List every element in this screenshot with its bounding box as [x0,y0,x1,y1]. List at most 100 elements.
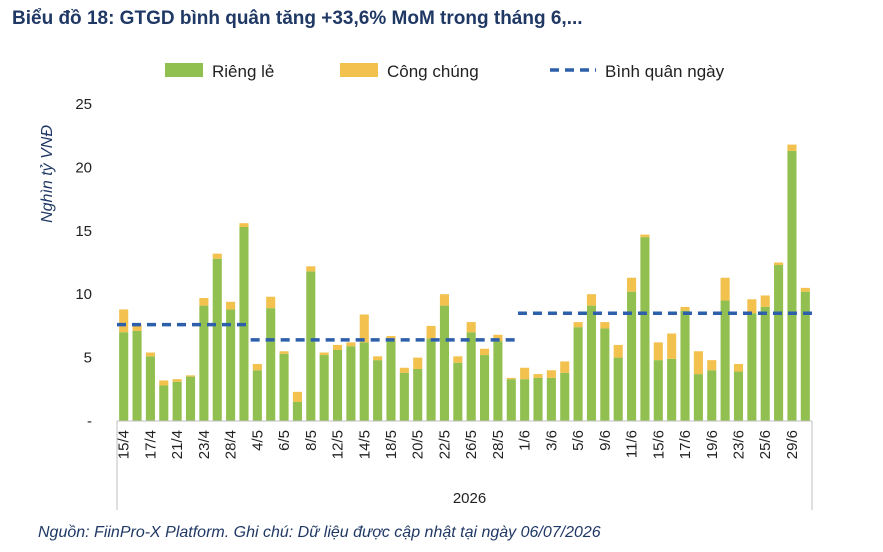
x-tick-label: 4/5 [249,430,266,451]
bar-cong-chung [680,306,690,311]
bar-rieng-le [453,362,463,421]
bar-rieng-le [279,353,289,421]
bar-cong-chung [279,351,289,354]
x-tick-label: 23/4 [196,430,213,459]
x-axis-label: 2026 [453,490,486,507]
bar-cong-chung [145,352,155,357]
y-tick-label: 10 [75,286,92,303]
bar-cong-chung [760,295,770,307]
bar-cong-chung [453,356,463,363]
bar-rieng-le [600,328,610,421]
bar-rieng-le [399,372,409,421]
bar-rieng-le [132,330,142,421]
bar-cong-chung [733,363,744,372]
bar-rieng-le [720,300,730,421]
bar-rieng-le [787,150,797,421]
x-tick-label: 18/5 [383,430,400,459]
bar-rieng-le [199,305,209,421]
bar-rieng-le [185,376,196,421]
x-tick-label: 6/5 [276,430,293,451]
bar-rieng-le [373,360,383,421]
bar-cong-chung [787,144,797,151]
bar-rieng-le [493,341,503,421]
x-tick-label: 9/6 [597,430,614,451]
x-tick-label: 26/5 [463,430,480,459]
x-tick-label: 21/4 [169,430,186,459]
bar-cong-chung [212,253,222,259]
legend-label-rieng-le: Riêng lẻ [212,62,274,81]
y-tick-label: 5 [84,350,92,367]
x-tick-label: 14/5 [356,430,373,459]
x-tick-label: 1/6 [517,430,534,451]
x-tick-label: 5/6 [570,430,587,451]
x-tick-label: 15/4 [116,430,133,459]
x-tick-label: 3/6 [543,430,560,451]
y-axis-label: Nghìn tỷ VNĐ [39,125,56,223]
bar-rieng-le [653,360,663,421]
bar-rieng-le [266,308,276,421]
x-tick-label: 12/5 [330,430,347,459]
bar-cong-chung [439,294,449,306]
bar-cong-chung [480,348,490,356]
bar-cong-chung [493,334,503,342]
bar-rieng-le [292,401,302,421]
bar-cong-chung [560,361,570,373]
y-tick-label: 20 [75,159,92,176]
x-tick-label: 19/6 [704,430,721,459]
bar-cong-chung [747,299,757,314]
x-tick-label: 22/5 [436,430,453,459]
bar-cong-chung [172,379,182,382]
bar-rieng-le [707,370,717,421]
bar-rieng-le [439,305,449,421]
bar-rieng-le [586,305,597,421]
bar-cong-chung [653,342,663,361]
bar-cong-chung [720,277,730,301]
bar-cong-chung [306,266,316,272]
bar-rieng-le [520,379,530,421]
bar-rieng-le [306,271,316,421]
x-tick-label: 17/4 [142,430,159,459]
bar-cong-chung [119,309,129,333]
bar-rieng-le [226,309,236,421]
bar-rieng-le [640,237,650,421]
bar-cong-chung [413,357,423,370]
bar-rieng-le [480,355,490,421]
bar-rieng-le [252,370,262,421]
bar-rieng-le [119,332,129,421]
bar-rieng-le [747,313,757,421]
bar-cong-chung [373,356,383,361]
bar-rieng-le [667,358,677,421]
bar-rieng-le [800,291,810,421]
x-tick-label: 28/4 [223,430,240,459]
x-tick-label: 17/6 [677,430,694,459]
bar-cong-chung [159,380,169,386]
bar-cong-chung [546,370,556,378]
bar-rieng-le [359,342,369,421]
bar-cong-chung [613,344,623,358]
bar-cong-chung [800,287,810,292]
bar-cong-chung [667,333,677,359]
legend-swatch-rieng-le [165,63,203,77]
bar-cong-chung [426,325,436,339]
bar-rieng-le [693,374,703,421]
bar-rieng-le [573,327,583,421]
bar-cong-chung [252,363,262,371]
legend-label-cong-chung: Công chúng [387,62,479,81]
bar-cong-chung [399,367,409,373]
x-tick-label: 8/5 [303,430,320,451]
bar-rieng-le [386,341,396,421]
bar-rieng-le [627,291,637,421]
x-tick-label: 28/5 [490,430,507,459]
bar-cong-chung [332,344,343,350]
bar-cong-chung [586,294,597,306]
bar-rieng-le [560,372,570,421]
bar-cong-chung [573,322,583,328]
bar-rieng-le [413,369,423,421]
bar-cong-chung [266,296,276,309]
x-tick-label: 23/6 [730,430,747,459]
bar-rieng-le [533,377,543,421]
bar-cong-chung [132,324,142,331]
bar-rieng-le [506,379,516,421]
bar-rieng-le [212,258,222,421]
x-tick-label: 20/5 [410,430,427,459]
